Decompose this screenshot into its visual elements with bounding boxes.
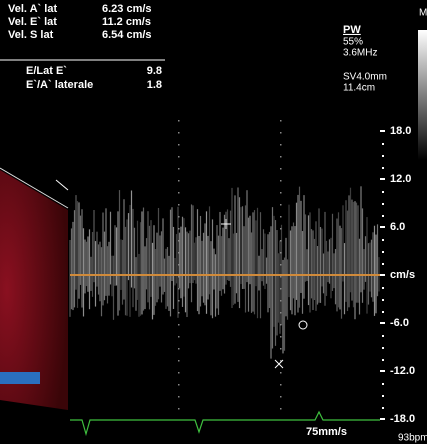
scale-label: -6.0 xyxy=(390,317,409,329)
scale-minor xyxy=(382,191,384,193)
sweep-speed: 75mm/s xyxy=(306,426,347,438)
scale-label: 18.0 xyxy=(390,125,411,137)
dot-grid xyxy=(280,336,282,338)
dot-grid xyxy=(178,228,180,230)
dot-grid xyxy=(178,372,180,374)
dot-grid xyxy=(178,276,180,278)
dot-grid xyxy=(178,240,180,242)
dot-grid xyxy=(178,204,180,206)
scale-minor xyxy=(382,407,384,409)
dot-grid xyxy=(280,384,282,386)
scale-minor xyxy=(382,299,384,301)
scale-minor xyxy=(382,215,384,217)
dot-grid xyxy=(178,156,180,158)
dot-grid xyxy=(178,348,180,350)
dot-grid xyxy=(178,216,180,218)
dot-grid xyxy=(178,132,180,134)
dot-grid xyxy=(178,180,180,182)
scale-minor xyxy=(382,311,384,313)
dot-grid xyxy=(178,312,180,314)
dot-grid xyxy=(280,216,282,218)
setting-frequency: 3.6MHz xyxy=(343,48,377,59)
setting-depth: 11.4cm xyxy=(343,83,375,94)
scale-label: -12.0 xyxy=(390,365,415,377)
dot-grid xyxy=(280,252,282,254)
scale-minor xyxy=(382,239,384,241)
dot-grid xyxy=(280,240,282,242)
dot-grid xyxy=(280,324,282,326)
dot-grid xyxy=(280,288,282,290)
dot-grid xyxy=(280,120,282,122)
scale-minor xyxy=(382,143,384,145)
ultrasound-screen: Vel. A` lat 6.23 cm/s Vel. E` lat 11.2 cm/s… xyxy=(0,0,427,444)
scale-minor xyxy=(382,263,384,265)
corner-label: M xyxy=(419,8,427,19)
dot-grid xyxy=(280,228,282,230)
dot-grid xyxy=(280,276,282,278)
dot-grid xyxy=(280,192,282,194)
dot-grid xyxy=(280,396,282,398)
scale-minor xyxy=(382,287,384,289)
ratio-label: E/Lat E` xyxy=(26,65,67,77)
dot-grid xyxy=(178,360,180,362)
measure-value: 11.2 cm/s xyxy=(102,16,151,28)
setting-mode: PW xyxy=(343,24,361,36)
scale-minor xyxy=(382,203,384,205)
dot-grid xyxy=(280,144,282,146)
dot-grid xyxy=(280,348,282,350)
dot-grid xyxy=(280,312,282,314)
measure-value: 6.23 cm/s xyxy=(102,3,152,15)
scale-minor xyxy=(382,359,384,361)
scale-minor xyxy=(382,167,384,169)
dot-grid xyxy=(280,180,282,182)
scale-minor xyxy=(382,383,384,385)
dot-grid xyxy=(178,264,180,266)
scale-minor xyxy=(382,347,384,349)
scale-minor xyxy=(382,155,384,157)
scale-label: -18.0 xyxy=(390,413,415,425)
measure-label: Vel. S lat xyxy=(8,29,54,41)
dot-grid xyxy=(178,324,180,326)
dot-grid xyxy=(178,396,180,398)
measure-label: Vel. A` lat xyxy=(8,3,57,15)
dot-grid xyxy=(280,372,282,374)
ratio-value: 9.8 xyxy=(147,65,162,77)
scale-minor xyxy=(382,335,384,337)
ratio-label: E`/A` laterale xyxy=(26,79,93,91)
scale-minor xyxy=(382,251,384,253)
setting-gain: 55% xyxy=(343,37,363,48)
scale-label: cm/s xyxy=(390,269,415,281)
dot-grid xyxy=(178,192,180,194)
dot-grid xyxy=(280,132,282,134)
page: Vel. A` lat 6.23 cm/s Vel. E` lat 11.2 cm/s… xyxy=(0,0,427,444)
dot-grid xyxy=(280,156,282,158)
dot-grid xyxy=(280,264,282,266)
dot-grid xyxy=(280,408,282,410)
dot-grid xyxy=(178,288,180,290)
dot-grid xyxy=(178,168,180,170)
scale-label: 12.0 xyxy=(390,173,411,185)
scale-label: 6.0 xyxy=(390,221,405,233)
blue-bar xyxy=(0,372,40,384)
ratio-value: 1.8 xyxy=(147,79,162,91)
dot-grid xyxy=(178,408,180,410)
dot-grid xyxy=(280,300,282,302)
measure-label: Vel. E` lat xyxy=(8,16,57,28)
dot-grid xyxy=(178,120,180,122)
gray-bar xyxy=(418,30,427,160)
dot-grid xyxy=(178,144,180,146)
dot-grid xyxy=(280,168,282,170)
dot-grid xyxy=(178,384,180,386)
dot-grid xyxy=(178,252,180,254)
dot-grid xyxy=(178,336,180,338)
dot-grid xyxy=(280,204,282,206)
measure-value: 6.54 cm/s xyxy=(102,29,152,41)
scale-minor xyxy=(382,395,384,397)
setting-sample-volume: SV4.0mm xyxy=(343,72,387,83)
dot-grid xyxy=(178,300,180,302)
heart-rate: 93bpm xyxy=(398,433,427,444)
